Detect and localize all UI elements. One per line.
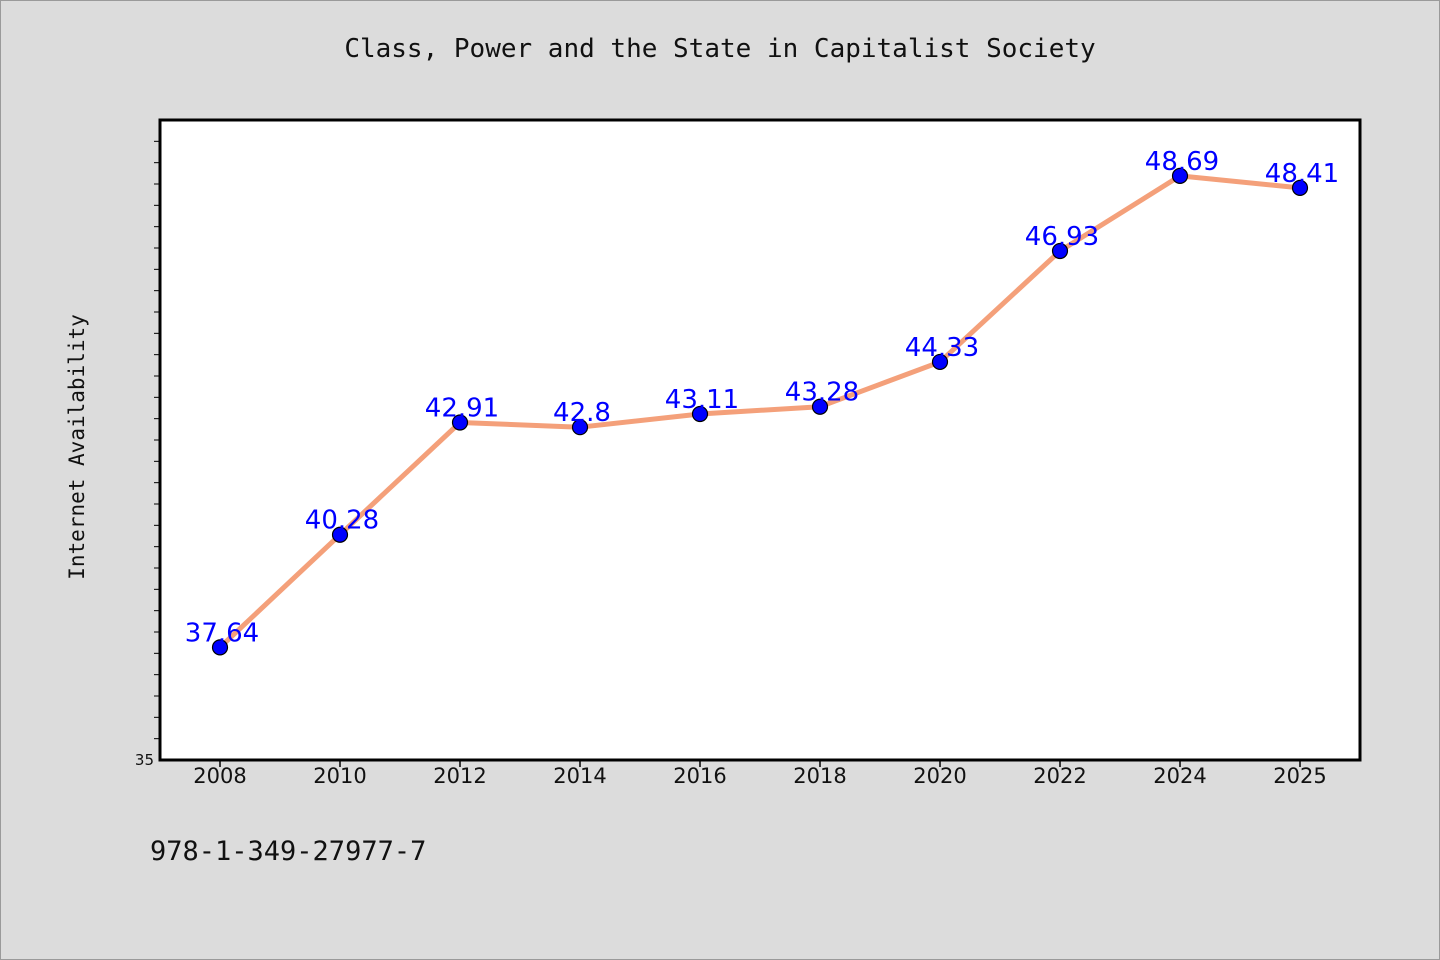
x-tick-label: 2010 — [313, 764, 366, 788]
data-label: 42.91 — [425, 394, 499, 424]
data-label: 46.93 — [1025, 222, 1099, 252]
data-label: 43.11 — [665, 385, 739, 415]
x-tick-label: 2022 — [1033, 764, 1086, 788]
plot-area — [158, 118, 1362, 762]
data-point — [1051, 242, 1069, 260]
x-tick-label: 2016 — [673, 764, 726, 788]
data-label: 37.64 — [185, 618, 259, 648]
x-tick-label: 2008 — [193, 764, 246, 788]
data-point — [1171, 167, 1189, 184]
x-tick-label: 2024 — [1153, 764, 1206, 788]
x-tick-label: 2014 — [553, 764, 606, 788]
x-tick-label: 2012 — [433, 764, 486, 788]
isbn-label: 978-1-349-27977-7 — [150, 836, 427, 867]
chart-title: Class, Power and the State in Capitalist… — [344, 34, 1096, 64]
data-point — [571, 419, 589, 436]
data-label: 42.8 — [553, 398, 611, 428]
data-point — [691, 405, 709, 423]
x-tick-label: 2025 — [1273, 764, 1326, 788]
data-label: 48.69 — [1145, 147, 1219, 177]
data-label: 48.41 — [1265, 159, 1339, 189]
x-tick-label: 2020 — [913, 764, 966, 788]
data-point — [451, 414, 469, 431]
data-point — [211, 639, 229, 656]
y-tick-label: 35 — [135, 751, 154, 769]
data-label: 44.33 — [905, 333, 979, 363]
data-point — [931, 353, 949, 371]
data-label: 43.28 — [785, 378, 859, 408]
series-line — [217, 173, 1303, 650]
data-point — [331, 526, 349, 543]
x-tick-label: 2018 — [793, 764, 846, 788]
data-point — [811, 398, 829, 415]
data-point — [1291, 179, 1309, 196]
data-label: 40.28 — [305, 506, 379, 536]
